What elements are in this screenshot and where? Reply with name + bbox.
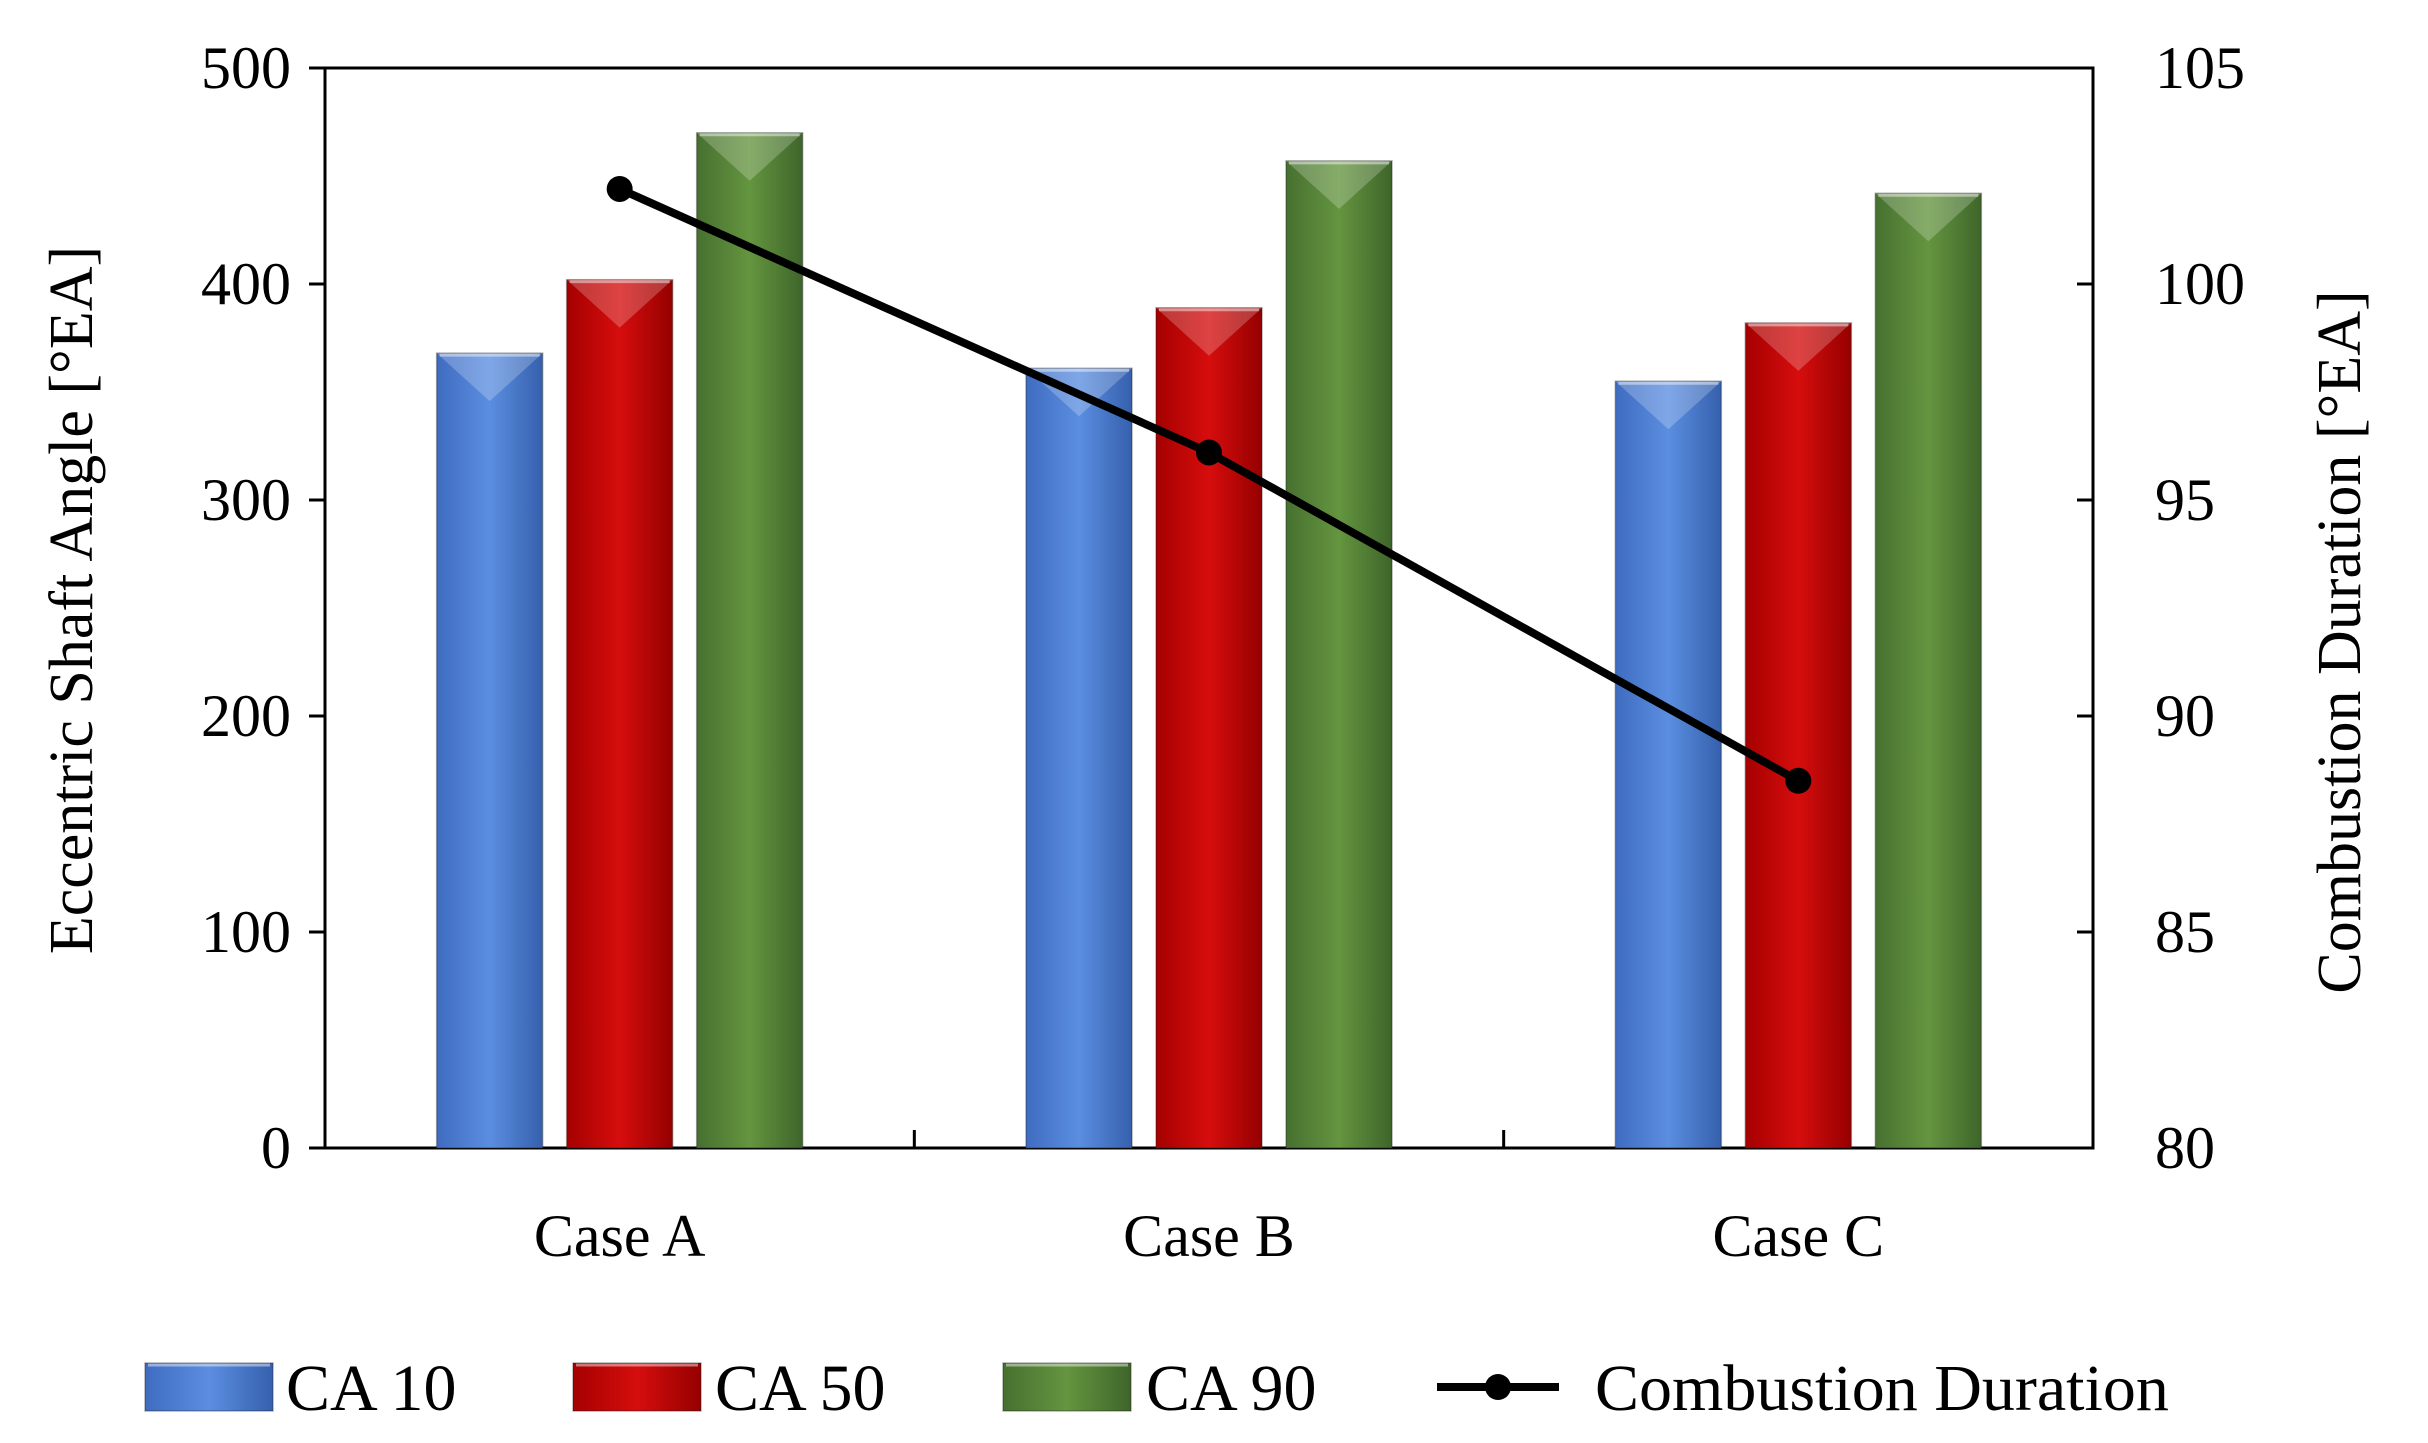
- legend: CA 10 CA 50 CA 90 Combustion Duration: [144, 1352, 2169, 1425]
- legend-item: CA 10: [144, 1352, 457, 1425]
- x-tick-label: Case A: [534, 1203, 706, 1269]
- y-tick-label-right: 100: [2155, 251, 2245, 317]
- y-axis-title-left: Eccentric Shaft Angle [°EA]: [38, 246, 106, 954]
- bar: [1155, 307, 1263, 1149]
- bar-group: [435, 132, 1983, 1149]
- legend-swatch: [572, 1362, 702, 1412]
- y-tick-label-left: 200: [201, 683, 291, 749]
- bar: [695, 132, 804, 1149]
- bar: [1744, 322, 1853, 1149]
- bar: [435, 352, 544, 1149]
- bar: [1614, 380, 1723, 1149]
- line-point: [606, 175, 633, 202]
- line-point: [1196, 439, 1222, 466]
- y-tick-label-right: 105: [2155, 35, 2245, 101]
- x-tick-label: Case B: [1123, 1203, 1295, 1269]
- legend-label: CA 50: [715, 1352, 886, 1425]
- line-point: [1785, 767, 1812, 794]
- y-axis-title-right: Combustion Duration [°EA]: [2306, 290, 2374, 993]
- y-tick-label-left: 100: [201, 899, 291, 965]
- y-tick-label-left: 0: [261, 1115, 291, 1181]
- legend-swatch: [1002, 1362, 1132, 1412]
- y-tick-label-left: 300: [201, 467, 291, 533]
- legend-label: CA 10: [286, 1352, 457, 1425]
- legend-label: CA 90: [1146, 1352, 1317, 1425]
- y-tick-label-right: 80: [2155, 1115, 2215, 1181]
- bar: [1025, 367, 1133, 1149]
- legend-item: CA 50: [572, 1352, 886, 1425]
- legend-swatch: [1437, 1374, 1559, 1400]
- y-tick-label-right: 85: [2155, 899, 2215, 965]
- line-series: [606, 175, 1812, 794]
- legend-label: Combustion Duration: [1595, 1352, 2169, 1425]
- x-tick-label: Case C: [1713, 1203, 1885, 1269]
- legend-item: CA 90: [1002, 1352, 1317, 1425]
- bar: [1285, 160, 1393, 1149]
- y-tick-label-left: 400: [201, 251, 291, 317]
- bar: [1874, 192, 1983, 1149]
- y-tick-label-right: 90: [2155, 683, 2215, 749]
- legend-item: Combustion Duration: [1437, 1352, 2169, 1425]
- y-tick-label-left: 500: [201, 35, 291, 101]
- bar: [565, 278, 674, 1149]
- legend-swatch: [144, 1362, 274, 1412]
- tick-labels: 0 100 200 300 400 500 80 85 90 95 100 105 Case A Case…: [201, 35, 2245, 1269]
- y-tick-label-right: 95: [2155, 467, 2215, 533]
